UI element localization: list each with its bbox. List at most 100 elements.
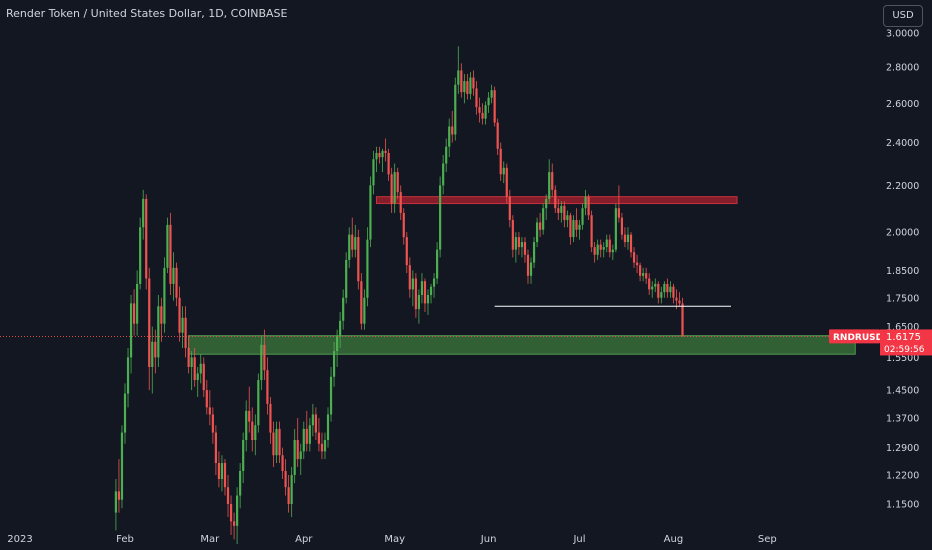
candle-body [269, 403, 272, 433]
candle-body [363, 297, 366, 324]
symbol-label: RNDRUSD [833, 333, 883, 343]
candle-body [211, 414, 214, 433]
x-tick-label: Feb [116, 534, 134, 545]
candle-body [569, 215, 572, 238]
candle-body [278, 428, 281, 456]
candle-body [514, 237, 517, 250]
candle-body [554, 189, 557, 209]
time-axis[interactable]: 2023 Feb Mar Apr May Jun Jul Aug Sep [7, 534, 777, 545]
y-tick-label: 2.0000 [886, 228, 919, 239]
candle-body [117, 491, 121, 500]
candle-body [429, 286, 433, 295]
candle-body [220, 463, 224, 480]
candle-body [123, 393, 127, 433]
candle-body [575, 220, 578, 230]
x-tick-label: Sep [758, 534, 777, 545]
x-tick-label: Apr [295, 534, 313, 545]
y-tick-label: 1.3700 [886, 414, 919, 425]
candle-body [511, 220, 514, 250]
candle-body [369, 185, 372, 240]
candle-body [302, 428, 305, 452]
candle-body [502, 167, 505, 175]
candle-body [184, 317, 187, 348]
price-axis[interactable]: 3.0000 2.8000 2.6000 2.4000 2.2000 2.0000 1.85… [886, 29, 919, 511]
candle-body [251, 421, 254, 441]
candle-body [357, 237, 360, 282]
resistance-zone [375, 196, 738, 205]
x-tick-label: Aug [664, 534, 684, 545]
candle-body [317, 432, 321, 444]
candle-body [487, 97, 490, 106]
candle-body [614, 208, 617, 250]
candle-body [175, 267, 178, 298]
candle-body [284, 470, 287, 488]
candle-body [590, 215, 593, 248]
candle-body [245, 410, 248, 441]
y-tick-label: 2.4000 [886, 138, 919, 149]
candle-body [114, 491, 118, 513]
candle-body [239, 470, 242, 496]
candle-body [545, 198, 548, 209]
chart-title: Render Token / United States Dollar, 1D,… [6, 7, 288, 20]
candle-body [532, 242, 536, 263]
candle-body [469, 77, 472, 94]
candle-body [557, 208, 560, 213]
candle-body [411, 278, 414, 290]
candle-body [393, 172, 396, 204]
x-tick-label: 2023 [7, 534, 32, 545]
candle-body [587, 196, 590, 216]
last-price-label: 1.6175 [886, 332, 921, 343]
candle-body [229, 504, 233, 522]
candle-body [484, 105, 487, 119]
candle-body [384, 150, 387, 153]
candle-body [323, 440, 327, 452]
candle-body [287, 487, 290, 504]
candle-body [296, 440, 299, 460]
candle-body [508, 196, 511, 221]
candle-body [390, 174, 393, 204]
candle-body [651, 286, 654, 290]
candle-body [139, 227, 142, 284]
candle-body [551, 172, 554, 190]
candle-body [584, 196, 587, 209]
candle-body [217, 463, 221, 480]
candle-body [605, 239, 608, 248]
annotation-lines [0, 305, 878, 337]
candle-body [126, 357, 130, 394]
candle-body [420, 281, 424, 295]
candle-body [396, 172, 399, 193]
candle-body [542, 208, 545, 230]
candle-body [399, 192, 402, 213]
candle-body [496, 122, 499, 149]
candle-body [548, 172, 551, 199]
candle-body [381, 150, 384, 158]
candlestick-series [114, 46, 684, 545]
candle-body [129, 303, 133, 358]
candle-body [387, 152, 390, 175]
candle-body [266, 370, 269, 404]
candle-body [345, 259, 348, 298]
candle-body [490, 90, 493, 98]
candle-body [260, 344, 263, 381]
x-tick-label: Jun [480, 534, 497, 545]
candle-body [572, 220, 575, 238]
candle-body [402, 212, 405, 238]
candle-body [523, 242, 527, 255]
candle-body [178, 297, 181, 333]
y-tick-label: 1.4500 [886, 386, 919, 397]
candle-body [457, 70, 460, 85]
candle-body [632, 252, 636, 263]
y-tick-label: 1.5500 [886, 353, 919, 364]
candle-body [308, 425, 311, 444]
candle-body [596, 244, 599, 255]
candle-body [663, 283, 666, 293]
currency-button[interactable]: USD [883, 5, 923, 27]
candle-body [272, 432, 275, 456]
candle-body [132, 303, 136, 324]
candle-body [254, 425, 257, 441]
candle-body [648, 278, 651, 290]
candle-body [639, 265, 642, 276]
candle-body [642, 273, 645, 276]
y-tick-label: 1.8500 [886, 266, 919, 277]
